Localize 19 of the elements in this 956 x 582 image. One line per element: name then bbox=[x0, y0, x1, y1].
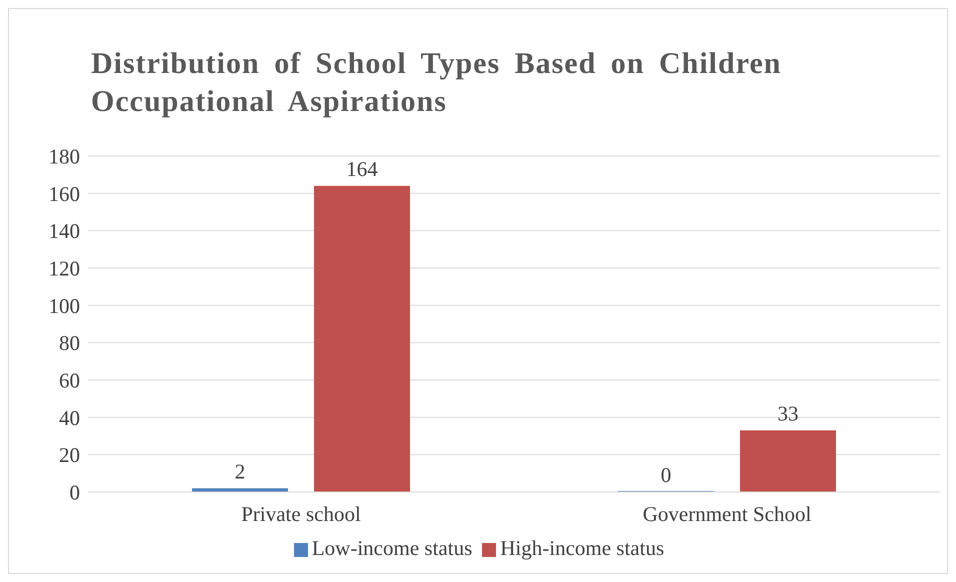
y-tick-label: 120 bbox=[48, 256, 80, 280]
data-label: 2 bbox=[234, 459, 246, 484]
data-label: 164 bbox=[346, 156, 378, 181]
y-tick-label: 80 bbox=[59, 331, 80, 356]
data-label: 33 bbox=[778, 401, 798, 426]
data-label: 0 bbox=[660, 463, 672, 487]
y-tick-label: 160 bbox=[48, 182, 80, 206]
y-tick-label: 60 bbox=[59, 368, 80, 392]
y-tick-label: 180 bbox=[48, 144, 80, 168]
y-tick-label: 0 bbox=[70, 480, 80, 504]
chart-title: Distribution of School Types Based on Children Occupational Aspirations bbox=[91, 46, 782, 120]
x-tick-label: Government School bbox=[642, 502, 812, 526]
y-tick-label: 100 bbox=[48, 294, 80, 318]
y-tick-label: 140 bbox=[48, 219, 80, 244]
x-tick-label: Private school bbox=[241, 502, 361, 526]
legend-label: Low-income status bbox=[312, 536, 472, 560]
y-tick-label: 40 bbox=[59, 406, 80, 430]
legend-label: High-income status bbox=[500, 536, 664, 560]
y-tick-label: 20 bbox=[59, 443, 80, 468]
